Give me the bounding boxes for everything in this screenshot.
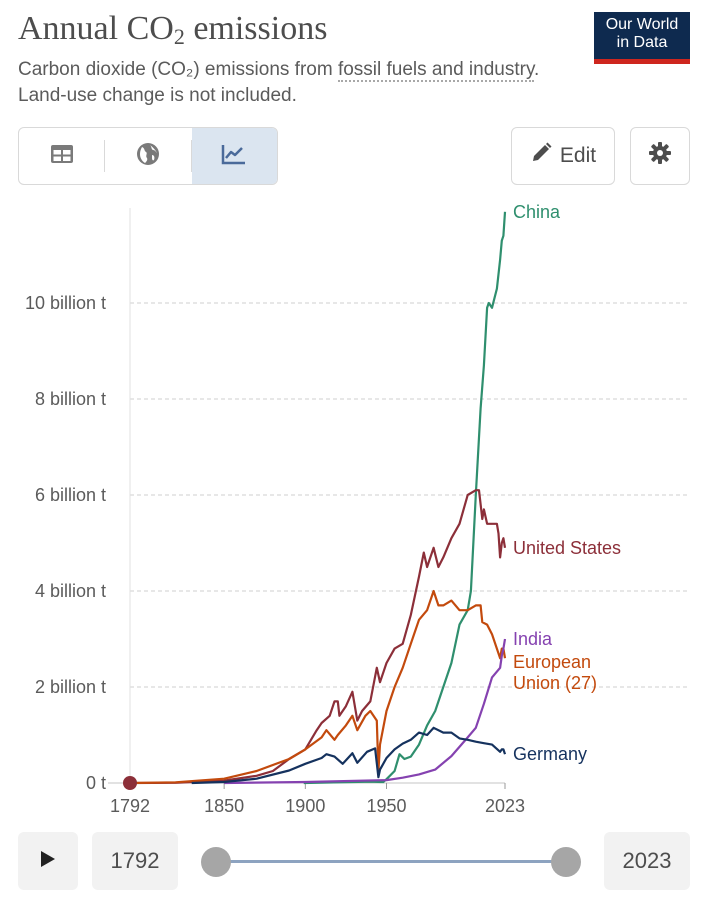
y-tick-label: 6 billion t — [35, 485, 106, 505]
start-handle[interactable] — [201, 847, 231, 877]
x-tick-label: 1792 — [110, 796, 150, 816]
emissions-line-chart: 0 t 2 billion t 4 billion t 6 billion t 8 bi… — [25, 202, 690, 816]
x-tick-label: 1950 — [366, 796, 406, 816]
series-line-china — [303, 211, 507, 785]
y-tick-label: 10 billion t — [25, 293, 106, 313]
chart-title: Annual CO2 emissions — [18, 10, 328, 49]
start-year-marker — [123, 776, 137, 790]
pencil-icon — [530, 142, 552, 170]
series-label-india: India — [513, 629, 553, 649]
view-tabs — [18, 127, 278, 185]
series-line-india — [224, 638, 507, 785]
chart-subtitle: Carbon dioxide (CO₂) emissions from foss… — [18, 59, 540, 106]
series-line-germany — [191, 726, 507, 785]
settings-button[interactable] — [630, 127, 690, 185]
tab-map[interactable] — [105, 128, 190, 184]
series-label-united-states: United States — [513, 538, 621, 558]
series-label-germany: Germany — [513, 744, 587, 764]
tab-divider — [104, 140, 106, 172]
edit-button[interactable]: Edit — [511, 127, 615, 185]
x-tick-label: 1900 — [285, 796, 325, 816]
x-tick-label: 2023 — [485, 796, 525, 816]
x-tick-label: 1850 — [204, 796, 244, 816]
line-chart-icon — [221, 143, 247, 170]
timeline-track[interactable] — [216, 860, 566, 863]
y-tick-label: 2 billion t — [35, 677, 106, 697]
timeline: 1792 2023 — [0, 830, 713, 894]
globe-icon — [136, 142, 160, 171]
play-icon — [40, 850, 56, 873]
tab-table[interactable] — [19, 128, 104, 184]
y-tick-label: 0 t — [86, 773, 106, 793]
series-label-european-union-27: European Union (27) — [513, 652, 597, 693]
owid-logo[interactable]: Our World in Data — [594, 12, 690, 64]
start-year-box[interactable]: 1792 — [92, 832, 178, 890]
end-handle[interactable] — [551, 847, 581, 877]
series-line-united-states — [129, 489, 507, 785]
series-line-european-union-27 — [129, 589, 507, 785]
fossil-fuels-link[interactable]: fossil fuels and industry — [337, 59, 535, 82]
table-icon — [50, 144, 74, 169]
end-year-box[interactable]: 2023 — [604, 832, 690, 890]
tab-divider — [190, 140, 192, 172]
tab-chart[interactable] — [191, 128, 277, 184]
gear-icon — [648, 141, 672, 171]
series-label-china: China — [513, 202, 561, 222]
y-tick-label: 4 billion t — [35, 581, 106, 601]
edit-label: Edit — [559, 144, 597, 167]
y-tick-label: 8 billion t — [35, 389, 106, 409]
play-button[interactable] — [18, 832, 78, 890]
